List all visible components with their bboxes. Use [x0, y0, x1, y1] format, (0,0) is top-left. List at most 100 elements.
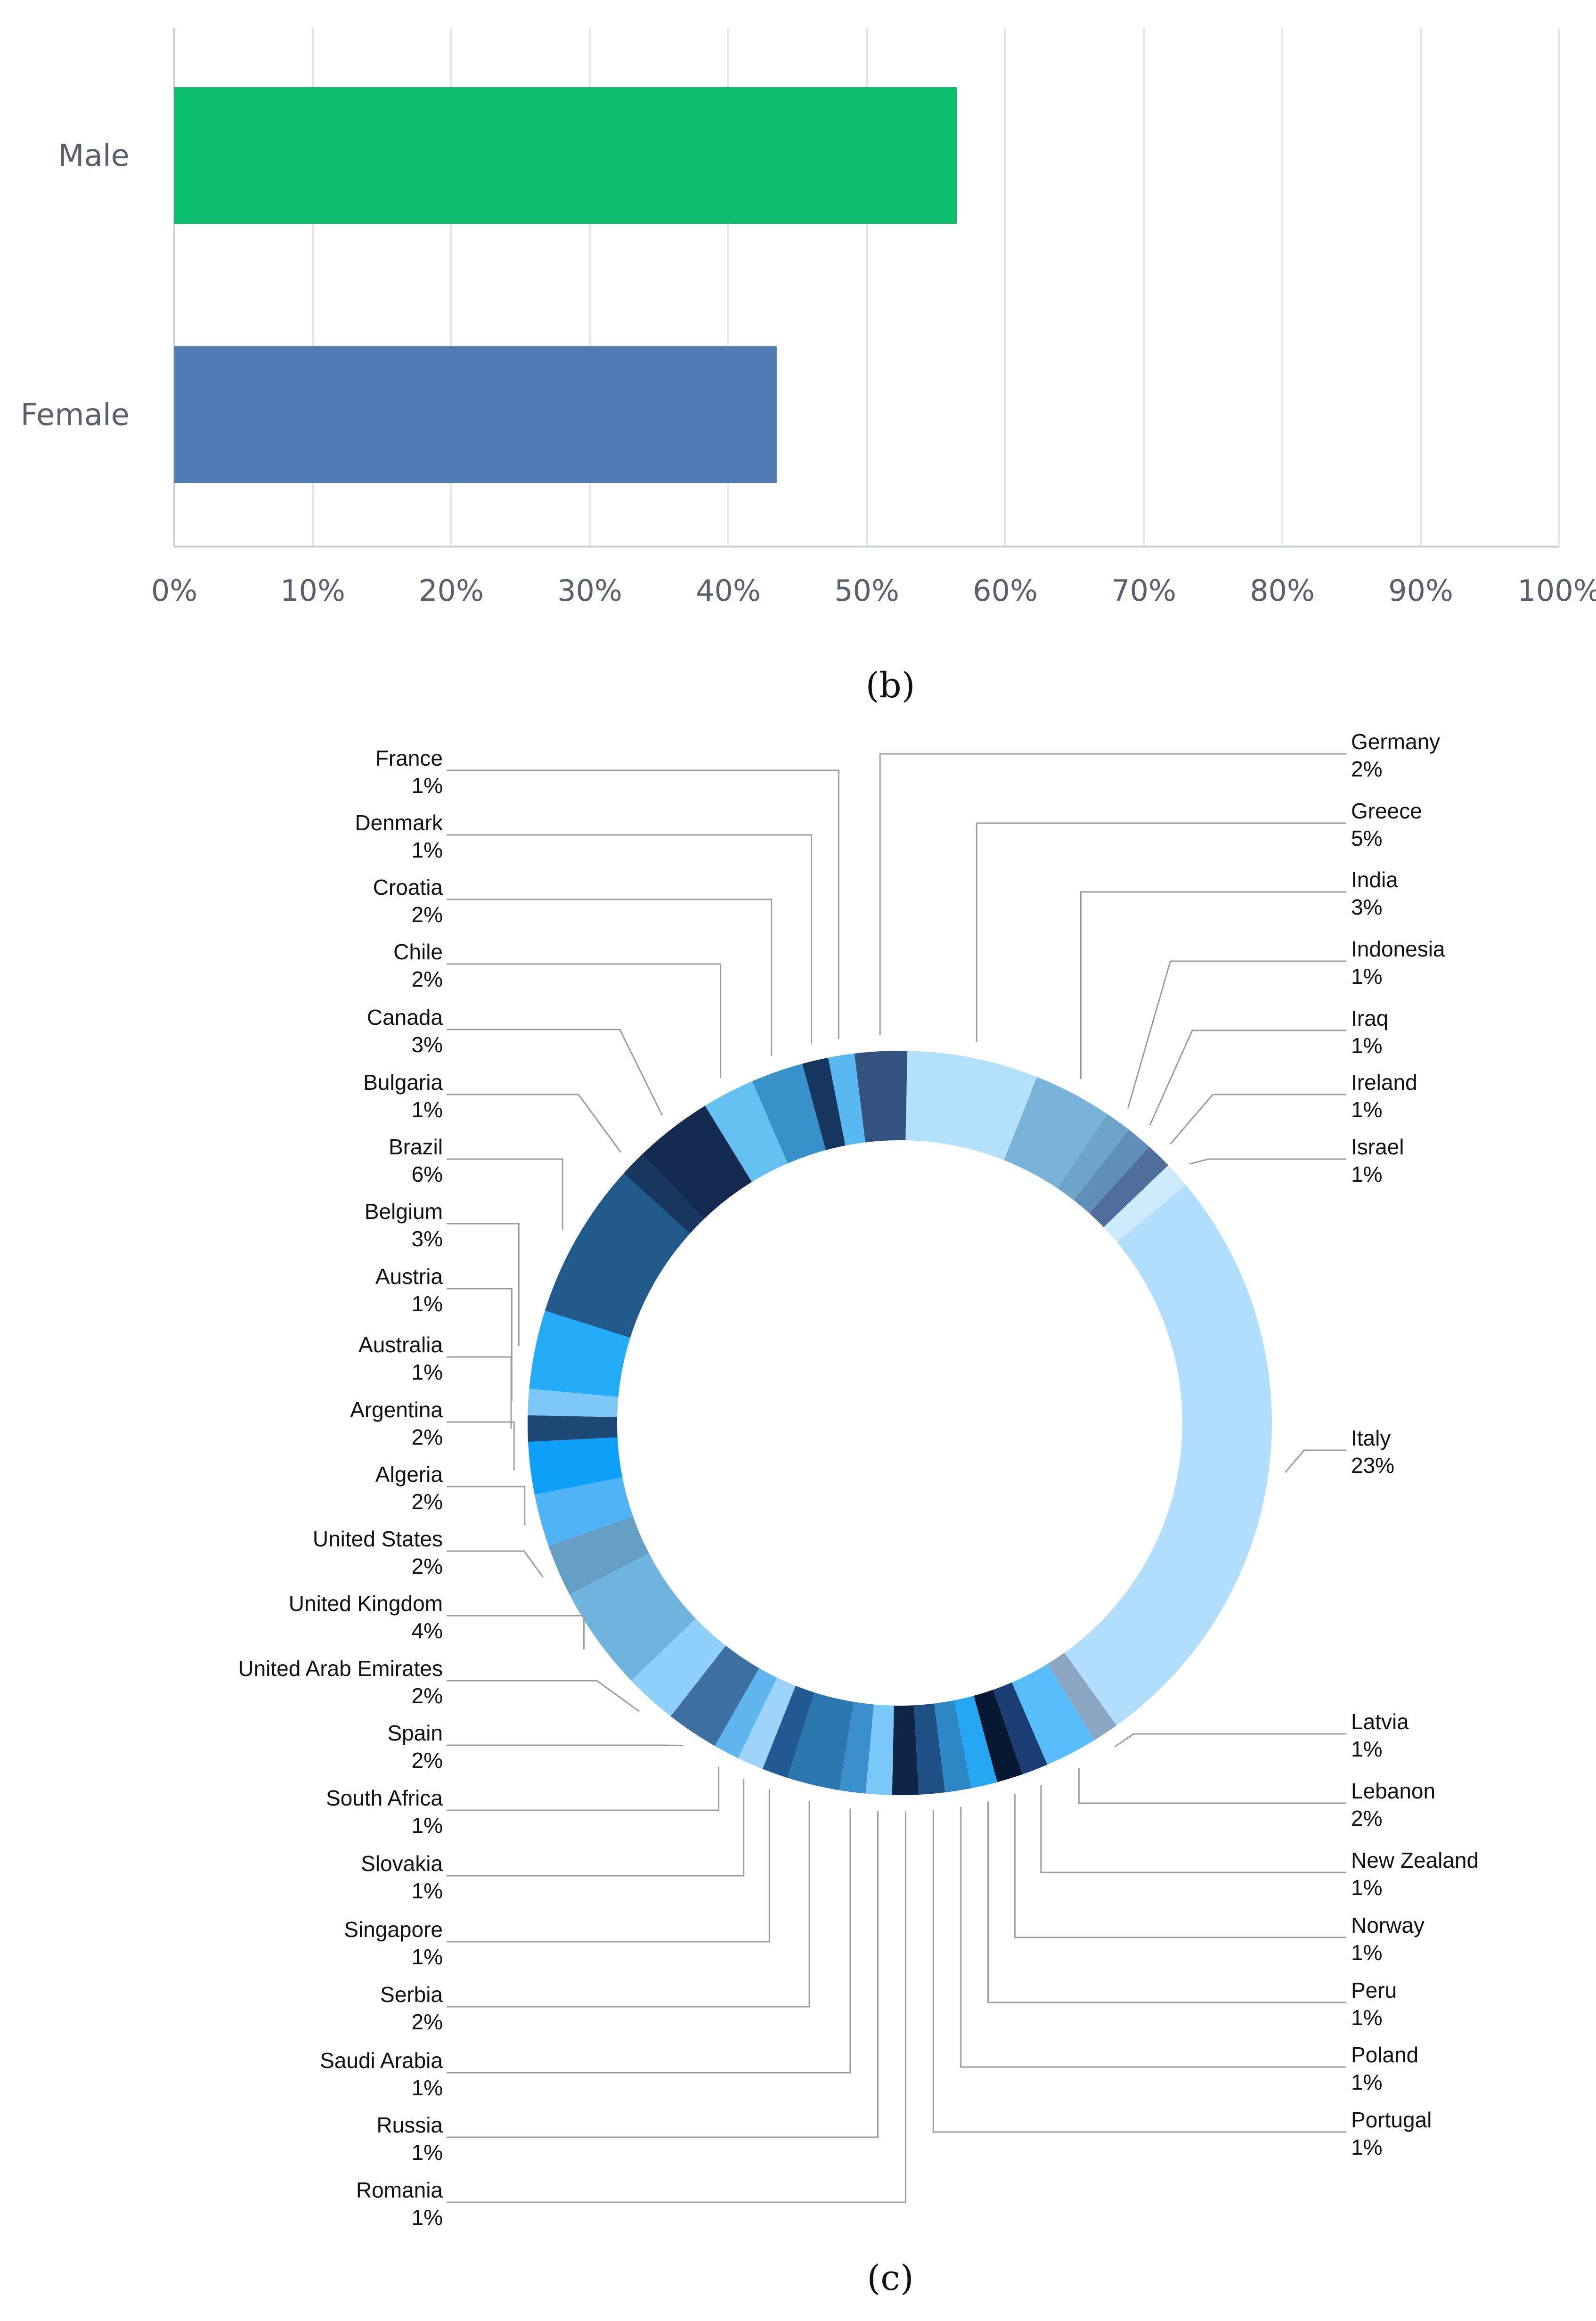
slice-slovakia [738, 1677, 796, 1769]
slice-label-russia: Russia [376, 2113, 443, 2137]
x-tick-label-40: 40% [696, 573, 761, 608]
slice-value-france: 1% [412, 773, 443, 798]
leader-russia [447, 1811, 879, 2138]
slice-algeria [534, 1477, 633, 1546]
slice-value-algeria: 2% [412, 1489, 443, 1514]
slice-value-denmark: 1% [412, 838, 443, 862]
slice-value-new-zealand: 1% [1351, 1875, 1382, 1900]
slice-saudi-arabia [839, 1702, 874, 1794]
slice-value-bulgaria: 1% [412, 1097, 443, 1122]
leader-latvia [1114, 1733, 1346, 1748]
slice-value-germany: 2% [1351, 757, 1382, 781]
slice-value-peru: 1% [1351, 2005, 1382, 2030]
slice-label-united-arab-emirates: United Arab Emirates [238, 1656, 443, 1681]
slice-label-portugal: Portugal [1351, 2108, 1432, 2132]
x-tick-label-50: 50% [834, 573, 899, 608]
slice-value-indonesia: 1% [1351, 964, 1382, 989]
leader-united-arab-emirates [447, 1680, 640, 1712]
panel-c-label: (c) [867, 2258, 913, 2298]
x-tick-label-60: 60% [973, 573, 1038, 608]
slice-value-latvia: 1% [1351, 1737, 1382, 1761]
slice-label-singapore: Singapore [344, 1917, 443, 1942]
slice-label-denmark: Denmark [355, 810, 443, 835]
slice-label-israel: Israel [1351, 1135, 1404, 1159]
slice-label-germany: Germany [1351, 729, 1440, 754]
slice-label-greece: Greece [1351, 799, 1422, 823]
leader-croatia [447, 899, 773, 1056]
slice-united-states [548, 1516, 649, 1595]
slice-germany [854, 1050, 908, 1143]
slice-label-serbia: Serbia [380, 1982, 443, 2007]
slice-south-africa [715, 1668, 777, 1758]
slice-label-poland: Poland [1351, 2043, 1418, 2067]
slice-value-saudi-arabia: 1% [412, 2076, 443, 2100]
slice-value-argentina: 2% [412, 1425, 443, 1449]
leader-algeria [447, 1486, 526, 1525]
leader-greece [976, 822, 1346, 1042]
slice-brazil [545, 1173, 690, 1338]
slice-label-italy: Italy [1351, 1426, 1391, 1450]
slice-denmark [802, 1057, 846, 1150]
slice-label-croatia: Croatia [373, 875, 443, 899]
donut-slices [528, 1050, 1272, 1795]
slice-israel [1103, 1165, 1186, 1242]
x-tick-label-100: 100% [1517, 573, 1596, 608]
slice-italy [1064, 1185, 1272, 1726]
slice-value-croatia: 2% [412, 902, 443, 927]
slice-poland [934, 1700, 971, 1793]
slice-value-brazil: 6% [412, 1162, 443, 1186]
slice-value-canada: 3% [412, 1032, 443, 1057]
leader-singapore [447, 1789, 770, 1943]
leader-poland [960, 1806, 1346, 2068]
slice-value-slovakia: 1% [412, 1879, 443, 1903]
slice-label-norway: Norway [1351, 1913, 1425, 1937]
country-donut-chart: Germany 2% Greece 5% India 3% Indonesia 1% Iraq 1… [238, 729, 1479, 2230]
leader-south-africa [447, 1766, 720, 1811]
leader-romania [447, 1811, 906, 2203]
slice-label-iraq: Iraq [1351, 1006, 1388, 1030]
panel-b-label: (b) [865, 665, 915, 706]
leader-spain [447, 1744, 683, 1747]
slice-argentina [528, 1437, 623, 1495]
slice-value-iraq: 1% [1351, 1033, 1382, 1058]
donut-labels: Germany 2% Greece 5% India 3% Indonesia 1% Iraq 1… [238, 729, 1479, 2230]
leader-indonesia [1127, 960, 1346, 1109]
bar-male [174, 87, 957, 224]
slice-bulgaria [623, 1154, 704, 1234]
slice-portugal [914, 1703, 945, 1795]
slice-india [1004, 1077, 1107, 1189]
slice-ireland [1089, 1146, 1169, 1227]
slice-canada [642, 1105, 752, 1219]
leader-denmark [447, 834, 813, 1045]
slice-label-indonesia: Indonesia [1351, 937, 1445, 961]
x-tick-label-90: 90% [1388, 573, 1453, 608]
leader-slovakia [447, 1779, 745, 1877]
leader-italy [1285, 1449, 1346, 1473]
slice-label-latvia: Latvia [1351, 1709, 1409, 1734]
slice-russia [865, 1704, 894, 1795]
slice-peru [954, 1696, 997, 1789]
slice-label-peru: Peru [1351, 1978, 1397, 2002]
leader-united-kingdom [447, 1615, 585, 1650]
slice-label-argentina: Argentina [350, 1398, 443, 1422]
leader-saudi-arabia [447, 1808, 851, 2074]
category-label-male: Male [58, 139, 130, 173]
slice-value-australia: 1% [412, 1360, 443, 1384]
slice-value-united-arab-emirates: 2% [412, 1684, 443, 1708]
donut-leader-lines [447, 753, 1346, 2203]
leader-ireland [1170, 1094, 1346, 1144]
x-tick-label-0: 0% [151, 573, 197, 608]
bar-series [174, 87, 957, 483]
leader-iraq [1149, 1030, 1346, 1126]
slice-value-chile: 2% [412, 967, 443, 991]
slice-label-new-zealand: New Zealand [1351, 1848, 1479, 1872]
leader-india [1080, 891, 1346, 1079]
slice-france [828, 1053, 865, 1146]
slice-romania [892, 1705, 919, 1795]
slice-value-austria: 1% [412, 1291, 443, 1316]
slice-label-austria: Austria [375, 1264, 443, 1289]
category-label-female: Female [21, 398, 130, 433]
x-tick-label-10: 10% [280, 573, 345, 608]
leader-argentina [447, 1421, 515, 1471]
